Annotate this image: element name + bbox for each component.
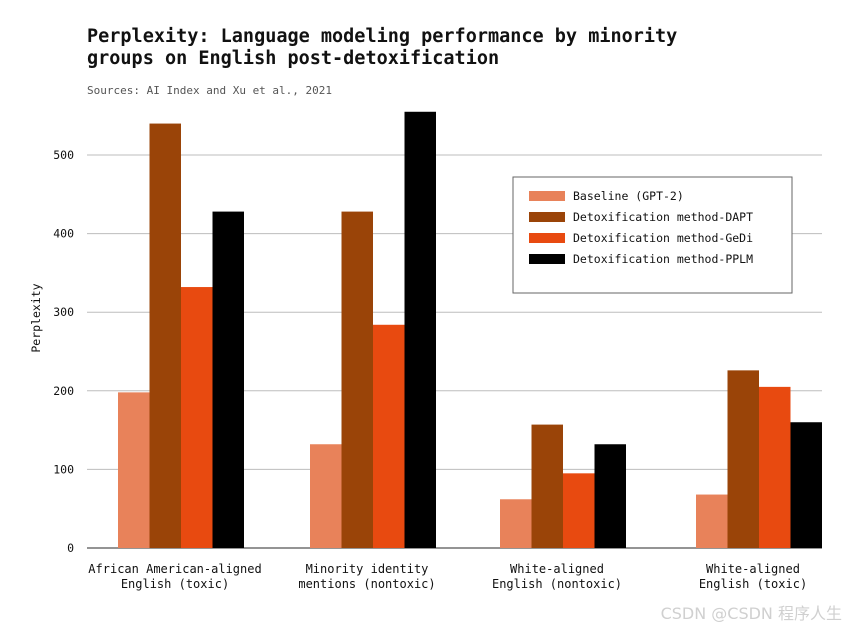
chart-title: Perplexity: Language modeling performanc… (87, 26, 678, 69)
y-axis-label: Perplexity (29, 283, 43, 352)
y-tick-label-300: 300 (53, 305, 74, 319)
legend-swatch-4 (529, 254, 565, 264)
watermark: CSDN @CSDN 程序人生 (660, 604, 842, 623)
x-tick-label-3-line-2: English (nontoxic) (492, 577, 622, 591)
bar-1-series-2 (149, 123, 181, 548)
bar-4-series-3 (759, 386, 791, 548)
bar-4-series-2 (727, 370, 759, 548)
legend-swatch-3 (529, 233, 565, 243)
bar-1-series-3 (181, 287, 213, 548)
legend-label-4: Detoxification method-PPLM (573, 252, 753, 266)
x-tick-label-1-line-1: African American-aligned (88, 562, 261, 576)
x-tick-label-2-line-2: mentions (nontoxic) (298, 577, 435, 591)
legend-label-1: Baseline (GPT-2) (573, 189, 684, 203)
bar-3-series-1 (500, 499, 532, 548)
bar-4-series-1 (696, 494, 728, 548)
legend-label-2: Detoxification method-DAPT (573, 210, 753, 224)
x-tick-label-4-line-1: White-aligned (706, 562, 800, 576)
x-tick-label-2-line-1: Minority identity (306, 562, 429, 576)
bar-2-series-2 (341, 211, 373, 549)
bar-2-series-1 (310, 444, 342, 548)
bar-3-series-3 (563, 473, 595, 548)
legend-swatch-1 (529, 191, 565, 201)
y-tick-label-200: 200 (53, 384, 74, 398)
bar-1-series-1 (118, 392, 150, 548)
chart-subtitle: Sources: AI Index and Xu et al., 2021 (87, 84, 333, 97)
y-tick-label-100: 100 (53, 462, 74, 476)
bar-4-series-4 (790, 422, 822, 548)
bar-3-series-2 (531, 424, 563, 548)
legend-label-3: Detoxification method-GeDi (573, 231, 753, 245)
y-tick-label-500: 500 (53, 148, 74, 162)
bar-2-series-3 (373, 324, 405, 548)
y-tick-label-400: 400 (53, 227, 74, 241)
x-tick-label-3-line-1: White-aligned (510, 562, 604, 576)
legend-swatch-2 (529, 212, 565, 222)
bar-3-series-4 (594, 444, 626, 548)
bar-1-series-4 (212, 211, 244, 549)
y-tick-label-0: 0 (67, 541, 74, 555)
x-tick-label-4-line-2: English (toxic) (699, 577, 807, 591)
bar-2-series-4 (404, 111, 436, 549)
x-tick-label-1-line-2: English (toxic) (121, 577, 229, 591)
